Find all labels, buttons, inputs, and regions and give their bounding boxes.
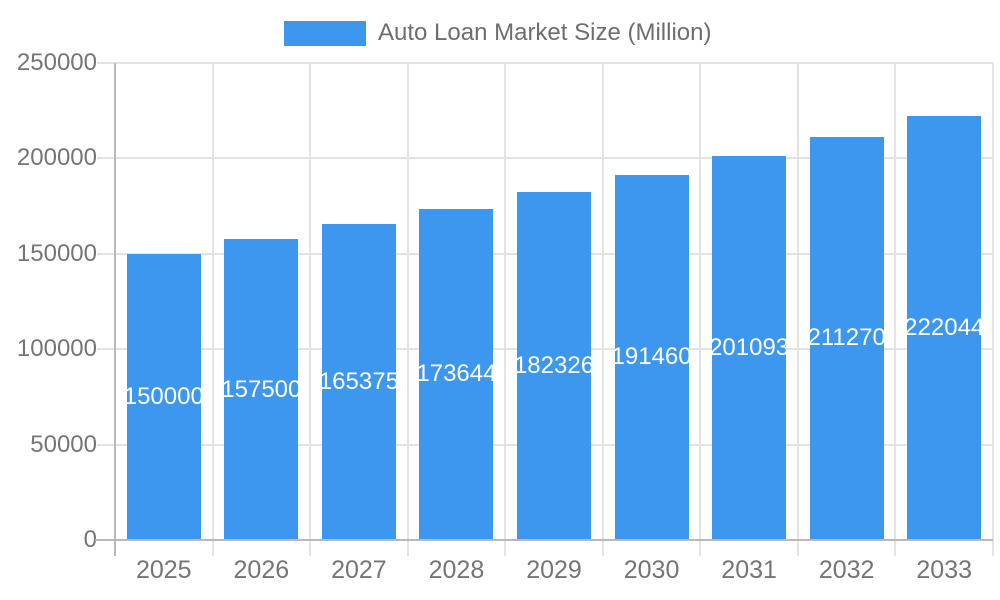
x-axis-tick-label: 2032 — [818, 556, 875, 584]
x-axis-line — [95, 539, 993, 541]
x-gridline — [504, 63, 507, 556]
x-axis-tick-label: 2026 — [233, 556, 290, 584]
x-gridline — [796, 63, 799, 556]
y-axis-tick-label: 250000 — [16, 49, 97, 76]
bar-value-label: 182326 — [517, 352, 591, 380]
bar-2028[interactable]: 173644 — [419, 208, 494, 540]
bar-2029[interactable]: 182326 — [517, 192, 591, 540]
bar-value-label: 165375 — [321, 368, 396, 396]
x-axis-tick-label: 2025 — [135, 556, 192, 584]
bar-value-label: 201093 — [712, 334, 787, 362]
x-gridline — [309, 63, 312, 556]
bar-2025[interactable]: 150000 — [126, 253, 201, 540]
bar-value-label: 150000 — [126, 382, 201, 410]
y-axis-tick-label: 50000 — [30, 430, 97, 458]
bar-2031[interactable]: 201093 — [712, 156, 787, 540]
x-gridline — [406, 63, 409, 556]
y-axis-tick-label: 0 — [83, 526, 97, 553]
legend-swatch — [284, 20, 366, 46]
bar-value-label: 222044 — [907, 314, 982, 342]
bar-value-label: 211270 — [809, 324, 884, 352]
y-gridline — [97, 62, 993, 64]
x-gridline — [894, 63, 897, 556]
x-gridline — [992, 63, 994, 556]
x-gridline — [601, 63, 604, 556]
y-axis-tick-label: 150000 — [16, 239, 97, 267]
y-axis-tick-label: 100000 — [16, 335, 97, 363]
x-axis-tick-label: 2027 — [331, 556, 387, 584]
bar-value-label: 157500 — [224, 375, 299, 403]
bar-2032[interactable]: 211270 — [809, 136, 884, 540]
x-axis-tick-label: 2033 — [916, 556, 973, 584]
bar-2027[interactable]: 165375 — [321, 224, 396, 540]
bar-2026[interactable]: 157500 — [224, 239, 299, 540]
bar-value-label: 191460 — [614, 343, 689, 371]
legend-item[interactable]: Auto Loan Market Size (Million) — [284, 18, 711, 48]
legend-label: Auto Loan Market Size (Million) — [378, 19, 712, 46]
bar-value-label: 173644 — [419, 360, 494, 388]
x-gridline — [699, 63, 702, 556]
x-axis-tick-label: 2028 — [428, 556, 485, 584]
bar-2033[interactable]: 222044 — [907, 116, 982, 540]
x-gridline — [211, 63, 214, 556]
y-axis-tick-label: 200000 — [16, 144, 97, 172]
x-axis-tick-label: 2031 — [721, 556, 777, 584]
bar-2030[interactable]: 191460 — [614, 174, 689, 540]
x-axis-tick-label: 2030 — [623, 556, 680, 584]
y-gridline — [97, 157, 993, 160]
x-axis-tick-label: 2029 — [526, 556, 582, 584]
y-axis-line — [114, 63, 116, 556]
